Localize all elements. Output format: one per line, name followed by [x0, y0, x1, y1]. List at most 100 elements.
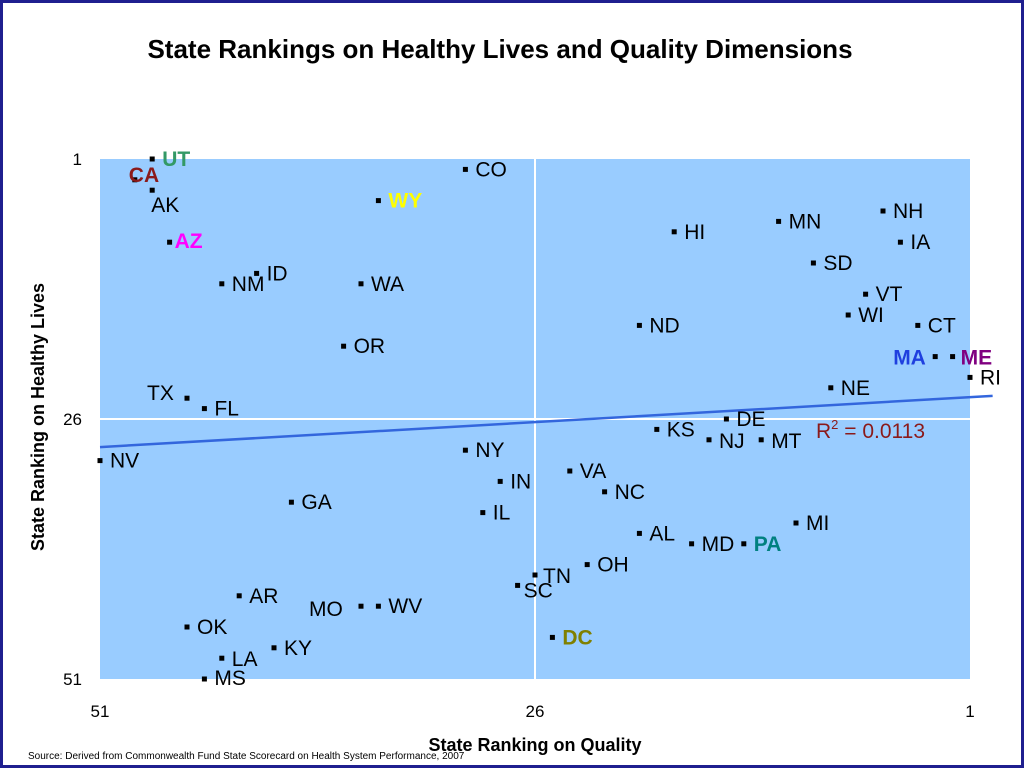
- data-point-ok: [184, 624, 190, 630]
- point-label-wv: WV: [388, 595, 422, 618]
- point-label-wy: WY: [388, 190, 422, 213]
- point-label-ri: RI: [980, 366, 1001, 389]
- point-label-dc: DC: [562, 626, 592, 649]
- data-point-nm: [219, 281, 225, 287]
- point-label-in: IN: [510, 470, 531, 493]
- data-point-ak: [149, 187, 155, 193]
- point-label-ga: GA: [301, 491, 331, 514]
- data-point-vt: [863, 291, 869, 297]
- point-label-co: CO: [475, 158, 507, 181]
- data-point-ky: [271, 645, 277, 651]
- data-point-pa: [741, 541, 747, 547]
- point-label-ny: NY: [475, 439, 504, 462]
- x-tick-label: 51: [91, 702, 110, 721]
- point-label-ut: UT: [162, 148, 190, 171]
- data-point-ri: [967, 374, 973, 380]
- data-point-tn: [532, 572, 538, 578]
- data-point-id: [254, 270, 260, 276]
- data-point-nj: [706, 437, 712, 443]
- point-label-md: MD: [702, 533, 735, 556]
- point-label-sc: SC: [524, 579, 553, 602]
- data-point-oh: [584, 562, 590, 568]
- data-point-dc: [549, 634, 555, 640]
- x-tick-label: 1: [965, 702, 974, 721]
- point-label-vt: VT: [876, 283, 903, 306]
- point-label-ia: IA: [910, 231, 930, 254]
- data-point-sd: [810, 260, 816, 266]
- point-label-az: AZ: [175, 230, 203, 253]
- data-point-ut: [149, 156, 155, 162]
- point-label-or: OR: [354, 335, 386, 358]
- point-label-ct: CT: [928, 314, 956, 337]
- data-point-ca: [132, 177, 138, 183]
- data-point-il: [480, 510, 486, 516]
- point-label-id: ID: [267, 262, 288, 285]
- point-label-hi: HI: [684, 221, 705, 244]
- source-note: Source: Derived from Commonwealth Fund S…: [28, 751, 465, 762]
- point-label-oh: OH: [597, 554, 629, 577]
- point-label-mt: MT: [771, 430, 801, 453]
- y-tick-label: 1: [73, 150, 82, 169]
- data-point-mi: [793, 520, 799, 526]
- data-point-ct: [915, 322, 921, 328]
- data-point-va: [567, 468, 573, 474]
- point-label-ky: KY: [284, 637, 312, 660]
- r-squared-label: R2 = 0.0113: [816, 417, 925, 443]
- point-label-ma: MA: [893, 347, 926, 370]
- point-label-ar: AR: [249, 585, 278, 608]
- x-axis-title: State Ranking on Quality: [428, 735, 641, 755]
- data-point-mo: [358, 603, 364, 609]
- x-tick-label: 26: [526, 702, 545, 721]
- point-label-ne: NE: [841, 377, 870, 400]
- data-point-md: [689, 541, 695, 547]
- point-label-tn: TN: [543, 565, 571, 588]
- data-point-de: [723, 416, 729, 422]
- data-point-wy: [375, 198, 381, 204]
- point-label-wa: WA: [371, 273, 404, 296]
- chart-title: State Rankings on Healthy Lives and Qual…: [147, 34, 853, 64]
- data-point-ny: [462, 447, 468, 453]
- data-point-nd: [636, 322, 642, 328]
- data-point-ga: [288, 499, 294, 505]
- data-point-me: [950, 354, 956, 360]
- data-point-ne: [828, 385, 834, 391]
- point-label-nh: NH: [893, 200, 923, 223]
- data-point-wi: [845, 312, 851, 318]
- data-point-wa: [358, 281, 364, 287]
- data-point-or: [341, 343, 347, 349]
- point-label-pa: PA: [754, 533, 782, 556]
- point-label-ak: AK: [151, 194, 179, 217]
- data-point-ar: [236, 593, 242, 599]
- data-point-hi: [671, 229, 677, 235]
- data-point-mn: [776, 218, 782, 224]
- point-label-mn: MN: [789, 210, 822, 233]
- point-label-ok: OK: [197, 616, 227, 639]
- point-label-de: DE: [736, 408, 765, 431]
- point-label-la: LA: [232, 648, 258, 671]
- point-label-nv: NV: [110, 450, 139, 473]
- point-label-va: VA: [580, 460, 606, 483]
- data-point-nv: [97, 458, 103, 464]
- y-tick-label: 51: [63, 670, 82, 689]
- point-label-ca: CA: [129, 164, 159, 187]
- data-point-wv: [375, 603, 381, 609]
- data-point-az: [167, 239, 173, 245]
- data-point-ks: [654, 426, 660, 432]
- data-point-nh: [880, 208, 886, 214]
- point-label-nc: NC: [615, 481, 645, 504]
- point-label-ms: MS: [214, 667, 246, 690]
- point-label-nd: ND: [649, 314, 679, 337]
- point-label-nj: NJ: [719, 430, 745, 453]
- data-point-tx: [184, 395, 190, 401]
- data-point-mt: [758, 437, 764, 443]
- data-point-in: [497, 478, 503, 484]
- data-point-la: [219, 655, 225, 661]
- data-point-ma: [932, 354, 938, 360]
- data-point-co: [462, 166, 468, 172]
- point-label-nm: NM: [232, 273, 265, 296]
- point-label-wi: WI: [858, 304, 884, 327]
- y-axis-title: State Ranking on Healthy Lives: [28, 283, 48, 551]
- point-label-al: AL: [649, 522, 675, 545]
